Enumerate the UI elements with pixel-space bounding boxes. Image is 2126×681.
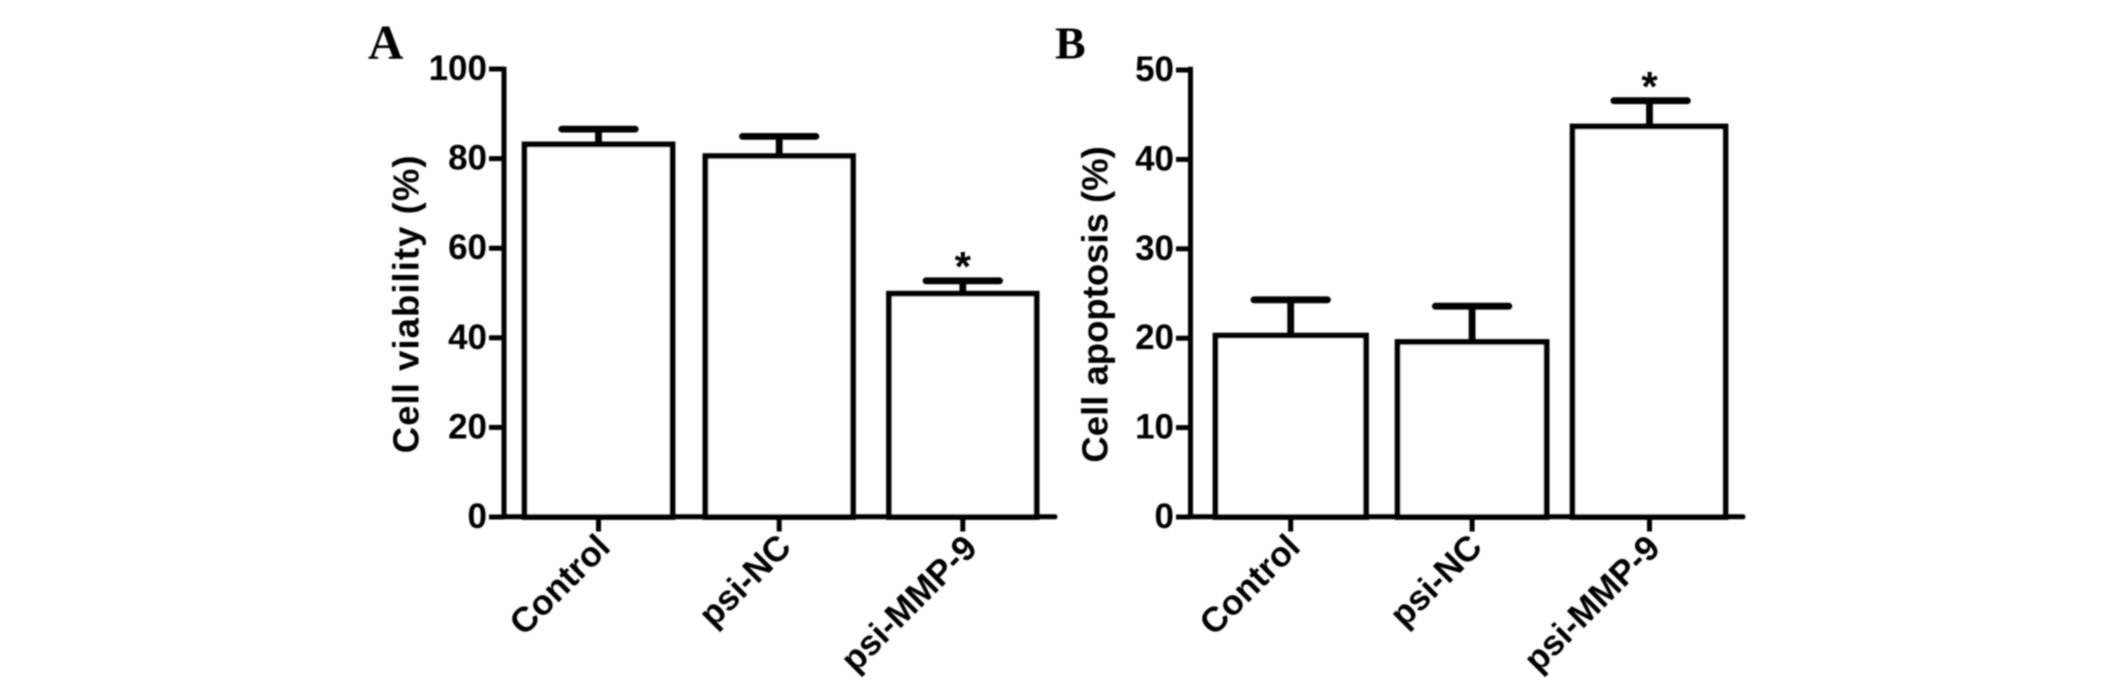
svg-text:10: 10	[1135, 408, 1174, 447]
svg-text:Cell apoptosis (%): Cell apoptosis (%)	[1075, 146, 1116, 462]
svg-text:*: *	[1641, 63, 1658, 110]
svg-text:A: A	[368, 15, 404, 70]
svg-text:40: 40	[448, 318, 487, 357]
svg-text:60: 60	[448, 228, 487, 267]
svg-text:100: 100	[429, 49, 487, 88]
svg-text:80: 80	[448, 139, 487, 178]
svg-text:Cell viability (%): Cell viability (%)	[386, 154, 427, 453]
svg-text:0: 0	[468, 497, 487, 536]
svg-text:40: 40	[1135, 139, 1174, 178]
svg-text:*: *	[955, 243, 972, 290]
svg-text:20: 20	[448, 407, 487, 446]
svg-text:0: 0	[1155, 497, 1174, 536]
svg-text:30: 30	[1135, 229, 1174, 268]
svg-text:20: 20	[1135, 318, 1174, 357]
svg-text:B: B	[1055, 18, 1086, 69]
svg-text:50: 50	[1135, 50, 1174, 89]
